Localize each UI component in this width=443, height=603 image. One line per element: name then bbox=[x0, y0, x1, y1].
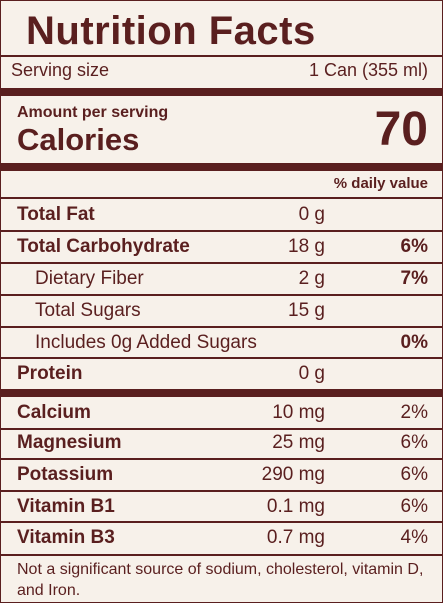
divider-thick bbox=[1, 163, 442, 171]
mineral-row-potassium: Potassium 290 mg 6% bbox=[1, 459, 442, 490]
divider bbox=[1, 55, 442, 57]
mineral-amount: 290 mg bbox=[261, 464, 325, 485]
footnote: Not a significant source of sodium, chol… bbox=[17, 561, 424, 599]
nutrient-amount: 0 g bbox=[298, 204, 325, 225]
nutrient-amount: 0 g bbox=[298, 363, 325, 384]
nutrient-amount: 15 g bbox=[288, 300, 325, 321]
divider bbox=[1, 326, 442, 328]
nutrient-daily-value: 0% bbox=[400, 332, 428, 353]
mineral-row-vitamin-b3: Vitamin B3 0.7 mg 4% bbox=[1, 522, 442, 553]
mineral-row-vitamin-b1: Vitamin B1 0.1 mg 6% bbox=[1, 491, 442, 522]
nutrient-row-protein: Protein 0 g bbox=[1, 358, 442, 389]
nutrient-daily-value: 7% bbox=[400, 268, 428, 289]
mineral-name: Potassium bbox=[17, 464, 114, 485]
nutrient-name: Total Carbohydrate bbox=[17, 236, 190, 257]
mineral-name: Vitamin B3 bbox=[17, 527, 115, 548]
nutrient-row-total-sugars: Total Sugars 15 g bbox=[1, 295, 442, 326]
divider bbox=[1, 262, 442, 264]
divider-thick bbox=[1, 389, 442, 397]
divider bbox=[1, 357, 442, 359]
nutrient-row-dietary-fiber: Dietary Fiber 2 g 7% bbox=[1, 263, 442, 294]
mineral-amount: 10 mg bbox=[272, 402, 325, 423]
nutrient-row-total-fat: Total Fat 0 g bbox=[1, 199, 442, 230]
nutrient-row-total-carbohydrate: Total Carbohydrate 18 g 6% bbox=[1, 231, 442, 262]
calories-label: Calories bbox=[17, 122, 140, 157]
divider bbox=[1, 230, 442, 232]
nutrient-name: Dietary Fiber bbox=[35, 268, 144, 289]
serving-size-label: Serving size bbox=[11, 60, 110, 80]
amount-per-serving-label: Amount per serving bbox=[17, 104, 169, 121]
daily-value-header: % daily value bbox=[333, 175, 428, 192]
nutrient-name: Total Fat bbox=[17, 204, 95, 225]
mineral-name: Calcium bbox=[17, 402, 91, 423]
mineral-row-calcium: Calcium 10 mg 2% bbox=[1, 397, 442, 428]
nutrient-amount: 18 g bbox=[288, 236, 325, 257]
divider bbox=[1, 490, 442, 492]
divider bbox=[1, 197, 442, 199]
nutrient-name: Includes 0g Added Sugars bbox=[35, 332, 257, 353]
nutrient-amount: 2 g bbox=[298, 268, 325, 289]
divider bbox=[1, 521, 442, 523]
divider-thick bbox=[1, 88, 442, 96]
mineral-name: Vitamin B1 bbox=[17, 496, 115, 517]
mineral-daily-value: 6% bbox=[400, 432, 428, 453]
mineral-daily-value: 6% bbox=[400, 464, 428, 485]
mineral-name: Magnesium bbox=[17, 432, 122, 453]
calories-value: 70 bbox=[374, 103, 428, 156]
mineral-daily-value: 2% bbox=[400, 402, 428, 423]
divider bbox=[1, 294, 442, 296]
nutrient-name: Protein bbox=[17, 363, 83, 384]
mineral-daily-value: 6% bbox=[400, 496, 428, 517]
divider bbox=[1, 458, 442, 460]
label-title: Nutrition Facts bbox=[26, 9, 316, 53]
mineral-amount: 25 mg bbox=[272, 432, 325, 453]
nutrient-name: Total Sugars bbox=[35, 300, 141, 321]
mineral-row-magnesium: Magnesium 25 mg 6% bbox=[1, 427, 442, 458]
nutrient-row-added-sugars: Includes 0g Added Sugars 0% bbox=[1, 327, 442, 358]
mineral-amount: 0.7 mg bbox=[266, 527, 325, 548]
divider bbox=[1, 554, 442, 556]
serving-size-value: 1 Can (355 ml) bbox=[308, 60, 428, 80]
mineral-daily-value: 4% bbox=[400, 527, 428, 548]
mineral-amount: 0.1 mg bbox=[266, 496, 325, 517]
nutrient-daily-value: 6% bbox=[400, 236, 428, 257]
divider bbox=[1, 428, 442, 430]
